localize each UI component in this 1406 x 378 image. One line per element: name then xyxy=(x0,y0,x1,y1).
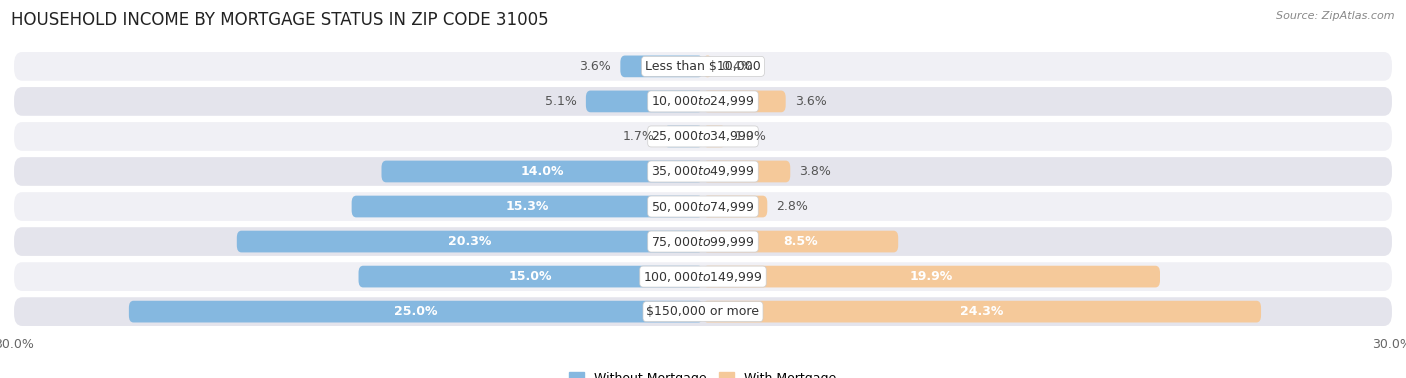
FancyBboxPatch shape xyxy=(703,161,790,182)
Text: 24.3%: 24.3% xyxy=(960,305,1004,318)
Text: 0.4%: 0.4% xyxy=(721,60,754,73)
FancyBboxPatch shape xyxy=(703,301,1261,322)
Text: 8.5%: 8.5% xyxy=(783,235,818,248)
Text: 15.0%: 15.0% xyxy=(509,270,553,283)
FancyBboxPatch shape xyxy=(620,56,703,77)
FancyBboxPatch shape xyxy=(381,161,703,182)
Text: $35,000 to $49,999: $35,000 to $49,999 xyxy=(651,164,755,178)
Text: 1.7%: 1.7% xyxy=(623,130,655,143)
FancyBboxPatch shape xyxy=(14,122,1392,151)
FancyBboxPatch shape xyxy=(14,297,1392,326)
Text: 19.9%: 19.9% xyxy=(910,270,953,283)
FancyBboxPatch shape xyxy=(14,87,1392,116)
FancyBboxPatch shape xyxy=(14,157,1392,186)
Text: 3.6%: 3.6% xyxy=(794,95,827,108)
FancyBboxPatch shape xyxy=(586,91,703,112)
Legend: Without Mortgage, With Mortgage: Without Mortgage, With Mortgage xyxy=(564,367,842,378)
Text: Less than $10,000: Less than $10,000 xyxy=(645,60,761,73)
Text: $100,000 to $149,999: $100,000 to $149,999 xyxy=(644,270,762,284)
FancyBboxPatch shape xyxy=(703,125,725,147)
FancyBboxPatch shape xyxy=(236,231,703,253)
Text: $50,000 to $74,999: $50,000 to $74,999 xyxy=(651,200,755,214)
Text: 5.1%: 5.1% xyxy=(544,95,576,108)
Text: 14.0%: 14.0% xyxy=(520,165,564,178)
Text: 1.0%: 1.0% xyxy=(735,130,768,143)
Text: HOUSEHOLD INCOME BY MORTGAGE STATUS IN ZIP CODE 31005: HOUSEHOLD INCOME BY MORTGAGE STATUS IN Z… xyxy=(11,11,548,29)
FancyBboxPatch shape xyxy=(129,301,703,322)
Text: 3.6%: 3.6% xyxy=(579,60,612,73)
FancyBboxPatch shape xyxy=(703,56,713,77)
Text: $10,000 to $24,999: $10,000 to $24,999 xyxy=(651,94,755,108)
Text: 20.3%: 20.3% xyxy=(449,235,492,248)
Text: $25,000 to $34,999: $25,000 to $34,999 xyxy=(651,129,755,143)
Text: 25.0%: 25.0% xyxy=(394,305,437,318)
FancyBboxPatch shape xyxy=(703,91,786,112)
FancyBboxPatch shape xyxy=(14,227,1392,256)
Text: 3.8%: 3.8% xyxy=(800,165,831,178)
FancyBboxPatch shape xyxy=(14,52,1392,81)
FancyBboxPatch shape xyxy=(14,192,1392,221)
FancyBboxPatch shape xyxy=(359,266,703,287)
Text: $150,000 or more: $150,000 or more xyxy=(647,305,759,318)
FancyBboxPatch shape xyxy=(703,231,898,253)
Text: 15.3%: 15.3% xyxy=(506,200,548,213)
FancyBboxPatch shape xyxy=(14,262,1392,291)
Text: 2.8%: 2.8% xyxy=(776,200,808,213)
Text: $75,000 to $99,999: $75,000 to $99,999 xyxy=(651,235,755,249)
FancyBboxPatch shape xyxy=(703,266,1160,287)
Text: Source: ZipAtlas.com: Source: ZipAtlas.com xyxy=(1277,11,1395,21)
FancyBboxPatch shape xyxy=(352,196,703,217)
FancyBboxPatch shape xyxy=(703,196,768,217)
FancyBboxPatch shape xyxy=(664,125,703,147)
